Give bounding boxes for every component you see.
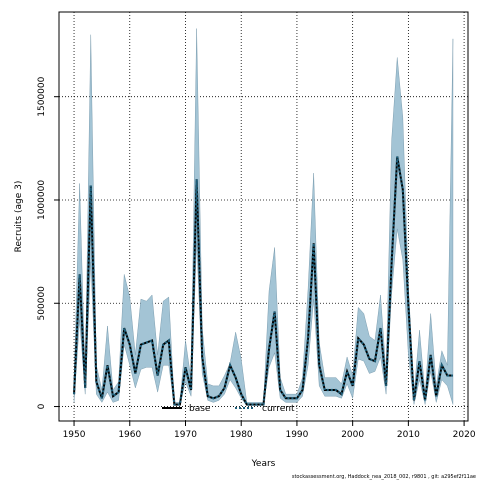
y-tick-label-500000: 500000 (37, 286, 47, 321)
series-line-current (72, 156, 453, 406)
y-axis-title: Recruits (age 3) (14, 181, 24, 253)
x-axis: 1950 1960 1970 1980 1990 2000 2010 2020 (63, 421, 476, 440)
y-tick-label-1000000: 1000000 (37, 180, 47, 220)
legend: base current (162, 404, 295, 414)
x-tick-label-1950: 1950 (63, 430, 86, 440)
grid (59, 12, 468, 421)
legend-label-current: current (262, 404, 295, 414)
x-tick-label-1990: 1990 (285, 430, 308, 440)
y-axis: 0 500000 1000000 1500000 (37, 76, 59, 409)
x-tick-label-2000: 2000 (341, 430, 364, 440)
plot-frame (58, 11, 469, 422)
y-tick-label-0: 0 (37, 403, 47, 409)
x-tick-label-1980: 1980 (230, 430, 253, 440)
x-tick-label-2010: 2010 (397, 430, 420, 440)
footer-caption: stockassessment.org, Haddock_nea_2018_00… (292, 474, 476, 480)
x-tick-label-1960: 1960 (118, 430, 141, 440)
x-axis-title: Years (251, 459, 276, 469)
legend-label-base: base (189, 404, 211, 414)
x-tick-label-1970: 1970 (174, 430, 197, 440)
y-tick-label-1500000: 1500000 (37, 76, 47, 116)
x-tick-label-2020: 2020 (453, 430, 476, 440)
series-lines (72, 156, 453, 406)
